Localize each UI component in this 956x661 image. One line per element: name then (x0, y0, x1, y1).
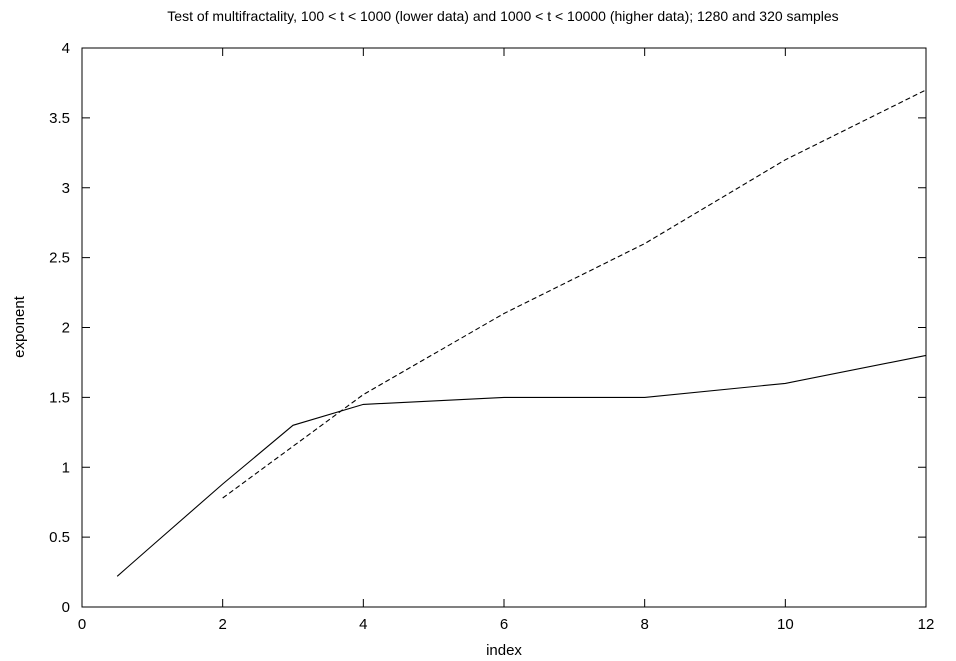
y-tick-label: 1.5 (49, 389, 70, 406)
series-line-solid (116, 354, 927, 577)
plot-frame (81, 47, 927, 608)
x-tick-label: 10 (777, 616, 794, 633)
x-tick-label: 4 (359, 616, 367, 633)
x-tick-label: 12 (918, 616, 935, 633)
x-tick-label: 8 (640, 616, 648, 633)
y-tick-label: 3 (62, 180, 70, 197)
y-tick-label: 1 (62, 459, 70, 476)
x-axis-title: index (486, 642, 522, 659)
y-tick-label: 0.5 (49, 529, 70, 546)
y-tick-label: 4 (62, 40, 70, 57)
y-tick-label: 0 (62, 599, 70, 616)
series-layer (116, 89, 927, 577)
y-tick-label: 2 (62, 320, 70, 337)
series-line-dashed (222, 89, 927, 499)
y-axis-title: exponent (11, 295, 28, 358)
axis-ticks: 0 2 4 6 8 10 12 0 0.5 1 1.5 2 2.5 3 3.5 4 (49, 40, 934, 633)
x-tick-label: 2 (218, 616, 226, 633)
y-tick-label: 3.5 (49, 110, 70, 127)
x-tick-label: 6 (500, 616, 508, 633)
y-tick-label: 2.5 (49, 250, 70, 267)
x-tick-label: 0 (78, 616, 86, 633)
chart-title: Test of multifractality, 100 < t < 1000 … (167, 8, 838, 24)
